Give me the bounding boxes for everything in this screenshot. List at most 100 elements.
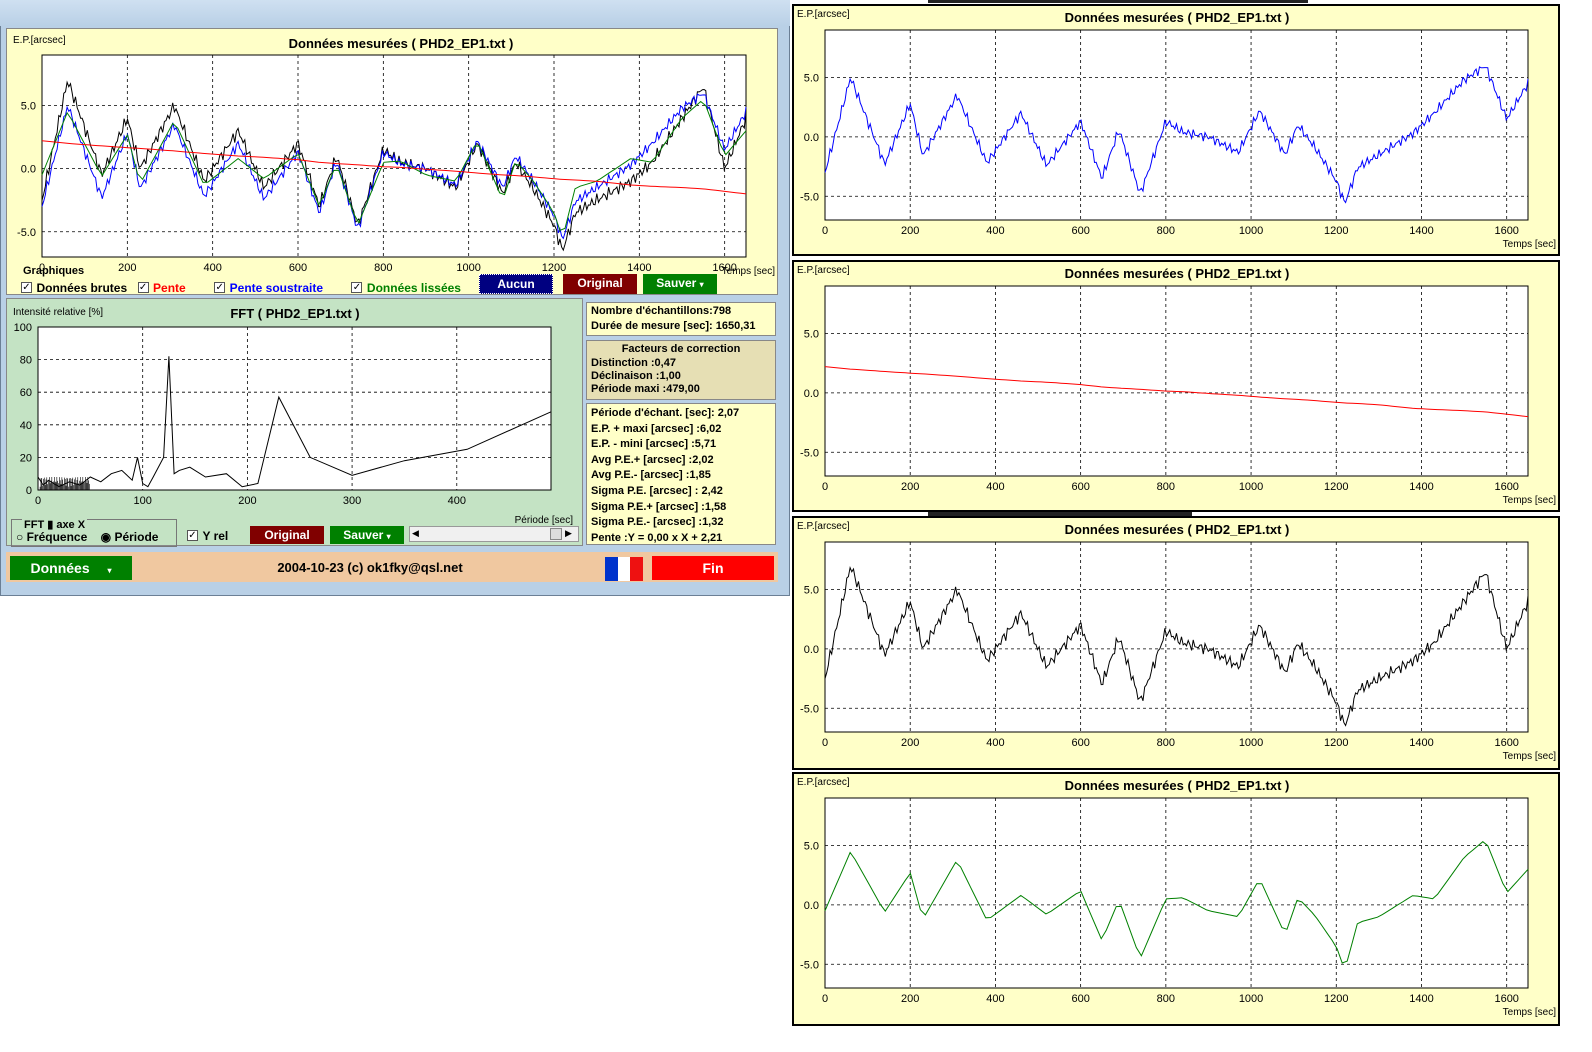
footer-bar [6,552,778,582]
series-line-données-lissées [41,100,747,232]
checkbox-raw-box[interactable]: ✓ [21,282,32,294]
x-tick-label: 200 [901,993,919,1005]
exit-button[interactable]: Fin [652,556,774,580]
x-tick-label: 200 [901,737,919,749]
save-button[interactable]: Sauver ▾ [643,274,717,294]
scroll-thumb[interactable] [550,528,562,540]
x-tick-label: 1200 [1324,481,1348,493]
right-chart-xlabel: Temps [sec] [1503,495,1557,506]
fft-ylabel: Intensité relative [%] [13,307,103,318]
x-tick-label: 1600 [1494,481,1518,493]
y-tick-label: 100 [14,322,32,334]
data-button-label: Données [30,560,90,576]
fft-chart-svg: Intensité relative [%] FFT ( PHD2_EP1.tx… [13,306,573,526]
french-flag-icon[interactable] [605,557,644,581]
dropdown-arrow-icon: ▾ [107,566,112,575]
x-tick-label: 0 [822,993,828,1005]
x-tick-label: 1400 [1409,737,1433,749]
right-chart-svg: E.P.[arcsec] Données mesurées ( PHD2_EP1.… [797,777,1556,1018]
checkbox-detrended-box[interactable]: ✓ [214,282,226,294]
y-tick-label: 40 [20,420,32,432]
right-panel-slope: E.P.[arcsec] Données mesurées ( PHD2_EP1.… [792,260,1560,512]
radio-frequency[interactable]: ○ Fréquence [16,530,88,544]
fft-original-button[interactable]: Original [250,526,324,544]
x-tick-label: 1200 [1324,737,1348,749]
x-tick-label: 400 [986,481,1004,493]
correction-distinction: Distinction :0,47 [591,357,676,369]
x-tick-label: 1200 [1324,225,1348,237]
fft-plot-area [37,326,552,491]
x-tick-label: 200 [118,262,136,274]
plot-area [824,285,1529,477]
x-tick-label: 100 [134,495,152,507]
stat-line: Avg P.E.+ [arcsec] :2,02 [591,453,714,466]
right-panel-smoothed: E.P.[arcsec] Données mesurées ( PHD2_EP1.… [792,772,1560,1026]
samples-text: Nombre d'échantillons:798 [591,305,732,317]
x-tick-label: 600 [1071,993,1089,1005]
right-panel-raw: E.P.[arcsec] Données mesurées ( PHD2_EP1.… [792,516,1560,770]
x-tick-label: 200 [901,225,919,237]
right-chart-title: Données mesurées ( PHD2_EP1.txt ) [1065,522,1290,537]
right-chart-title: Données mesurées ( PHD2_EP1.txt ) [1065,266,1290,281]
right-chart-ylabel: E.P.[arcsec] [797,777,850,788]
x-tick-label: 1200 [1324,993,1348,1005]
x-tick-label: 1400 [1409,225,1433,237]
x-tick-label: 1000 [456,262,480,274]
radio-period[interactable]: ◉ Période [100,530,159,544]
fft-title: FFT ( PHD2_EP1.txt ) [230,306,359,321]
fft-scrollbar[interactable]: ◀ ▶ [409,526,579,542]
y-tick-label: 5.0 [21,101,36,113]
y-tick-label: 5.0 [804,73,819,85]
checkbox-slope-box[interactable]: ✓ [137,282,149,294]
graphics-group-label: Graphiques [23,265,85,277]
x-tick-label: 0 [822,481,828,493]
x-tick-label: 400 [986,225,1004,237]
checkbox-detrended-label: Pente soustraite [229,281,324,295]
scroll-right-icon[interactable]: ▶ [565,528,572,538]
x-tick-label: 1000 [1239,993,1263,1005]
checkbox-slope-label: Pente [153,281,186,295]
plot-area [824,797,1529,989]
fft-save-label: Sauver [343,528,384,542]
checkbox-raw[interactable]: ✓ Données brutes [21,279,127,296]
x-tick-label: 800 [1157,993,1175,1005]
checkbox-yrel[interactable]: ✓ Y rel [187,527,228,545]
none-button[interactable]: Aucun [479,274,553,294]
checkbox-slope[interactable]: ✓ Pente [137,279,186,296]
checkbox-row: ✓ Données brutes ✓ Pente ✓ Pente soustra… [21,279,461,297]
x-tick-label: 600 [1071,225,1089,237]
x-tick-label: 1000 [1239,225,1263,237]
checkbox-yrel-box[interactable]: ✓ [187,530,198,542]
x-tick-label: 400 [986,737,1004,749]
correction-title: Facteurs de correction [621,343,741,355]
stat-line: E.P. - mini [arcsec] :5,71 [591,438,717,451]
series-line-données-lissées [824,841,1529,964]
plot-area [824,541,1529,733]
right-chart-title: Données mesurées ( PHD2_EP1.txt ) [1065,10,1290,25]
original-button[interactable]: Original [563,274,637,294]
main-chart-panel: E.P.[arcsec] Données mesurées ( PHD2_EP1… [6,28,778,295]
x-tick-label: 1400 [1409,481,1433,493]
x-tick-label: 400 [203,262,221,274]
data-button[interactable]: Données ▾ [10,556,132,580]
stats-values-box: Période d'échant. [sec]: 2,07 E.P. + max… [586,403,776,545]
fft-panel: Intensité relative [%] FFT ( PHD2_EP1.tx… [6,298,583,547]
series-line-pente [824,366,1529,418]
y-tick-label: 80 [20,355,32,367]
fft-save-button[interactable]: Sauver ▾ [330,526,404,544]
checkbox-smoothed[interactable]: ✓ Données lissées [351,279,461,296]
x-tick-label: 400 [986,993,1004,1005]
series-line-pente-soustraite [824,66,1529,204]
x-tick-label: 1000 [1239,481,1263,493]
checkbox-smoothed-box[interactable]: ✓ [351,282,363,294]
fft-axis-group: FFT ▮ axe X ○ Fréquence ◉ Période [11,518,177,547]
x-tick-label: 1600 [1494,225,1518,237]
x-tick-label: 800 [374,262,392,274]
scroll-left-icon[interactable]: ◀ [412,528,419,538]
x-tick-label: 1600 [1494,737,1518,749]
checkbox-detrended[interactable]: ✓ Pente soustraite [214,279,323,296]
x-tick-label: 200 [238,495,256,507]
x-tick-label: 600 [289,262,307,274]
x-tick-label: 600 [1071,737,1089,749]
stat-line: Sigma P.E. [arcsec] : 2,42 [591,484,723,497]
